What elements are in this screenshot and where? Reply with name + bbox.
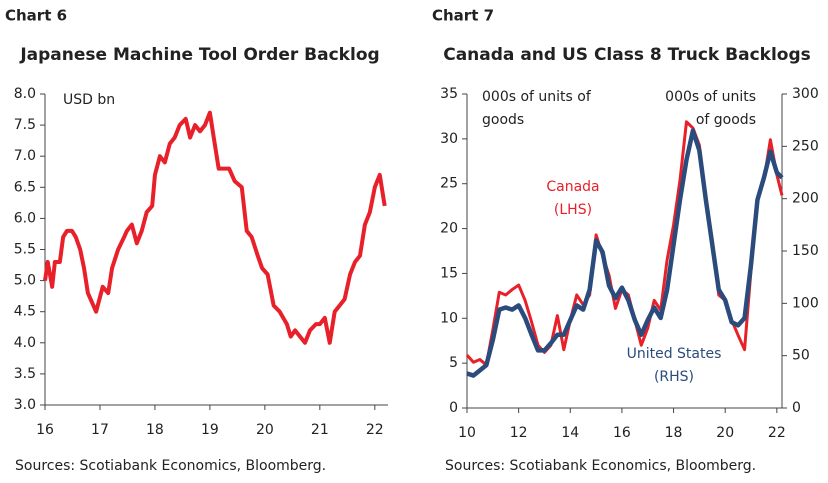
- y-tick-label: 8.0: [14, 86, 36, 102]
- x-tick-label: 17: [91, 422, 109, 438]
- y2-tick-label: 50: [792, 348, 810, 364]
- chart-label: Chart 6: [5, 7, 67, 25]
- y-tick-label: 4.0: [14, 335, 36, 351]
- source: Sources: Scotiabank Economics, Bloomberg…: [445, 458, 756, 474]
- unit-annotation: USD bn: [63, 92, 116, 108]
- unit-annotation: 000s of units of goods: [482, 89, 591, 128]
- y-tick-label: 30: [440, 131, 458, 147]
- x-tick-label: 22: [366, 422, 384, 438]
- x-tick-label: 12: [510, 425, 528, 441]
- y2-tick-label: 300: [792, 86, 819, 102]
- y2-tick-label: 0: [792, 400, 801, 416]
- y2-tick-label: 150: [792, 243, 819, 259]
- y2-tick-label: 250: [792, 138, 819, 154]
- y-tick-label: 6.5: [14, 179, 36, 195]
- y2-tick-label: 100: [792, 295, 819, 311]
- y-tick-label: 10: [440, 310, 458, 326]
- y-tick-label: 25: [440, 176, 458, 192]
- data-line: [43, 110, 387, 345]
- chart-label: Chart 7: [432, 7, 494, 25]
- y-tick-label: 35: [440, 86, 458, 102]
- y-tick-label: 3.0: [14, 397, 36, 413]
- source: Sources: Scotiabank Economics, Bloomberg…: [15, 458, 326, 474]
- y-tick-label: 0: [449, 400, 458, 416]
- series-label: United States (RHS): [626, 346, 722, 385]
- x-tick-label: 16: [613, 425, 631, 441]
- x-tick-label: 16: [36, 422, 54, 438]
- series-label: Canada (LHS): [546, 179, 600, 218]
- data-line: [466, 128, 784, 378]
- x-tick-label: 10: [458, 425, 476, 441]
- chart-title: Japanese Machine Tool Order Backlog: [19, 45, 379, 65]
- x-tick-label: 18: [665, 425, 683, 441]
- x-tick-label: 20: [256, 422, 274, 438]
- y-tick-label: 5: [449, 355, 458, 371]
- data-line: [465, 120, 784, 367]
- y-tick-label: 3.5: [14, 366, 36, 382]
- unit-annotation: 000s of units of goods: [665, 89, 756, 128]
- y-tick-label: 7.0: [14, 148, 36, 164]
- y-tick-label: 20: [440, 221, 458, 237]
- x-tick-label: 22: [768, 425, 786, 441]
- x-tick-label: 19: [201, 422, 219, 438]
- y2-tick-label: 200: [792, 191, 819, 207]
- x-tick-label: 21: [311, 422, 329, 438]
- x-tick-label: 14: [561, 425, 579, 441]
- x-tick-label: 18: [146, 422, 164, 438]
- y-tick-label: 15: [440, 265, 458, 281]
- chart-title: Canada and US Class 8 Truck Backlogs: [443, 45, 811, 65]
- y-tick-label: 7.5: [14, 117, 36, 133]
- y-tick-label: 4.5: [14, 304, 36, 320]
- y-tick-label: 5.0: [14, 273, 36, 289]
- y-tick-label: 6.0: [14, 210, 36, 226]
- y-tick-label: 5.5: [14, 242, 36, 258]
- x-tick-label: 20: [716, 425, 734, 441]
